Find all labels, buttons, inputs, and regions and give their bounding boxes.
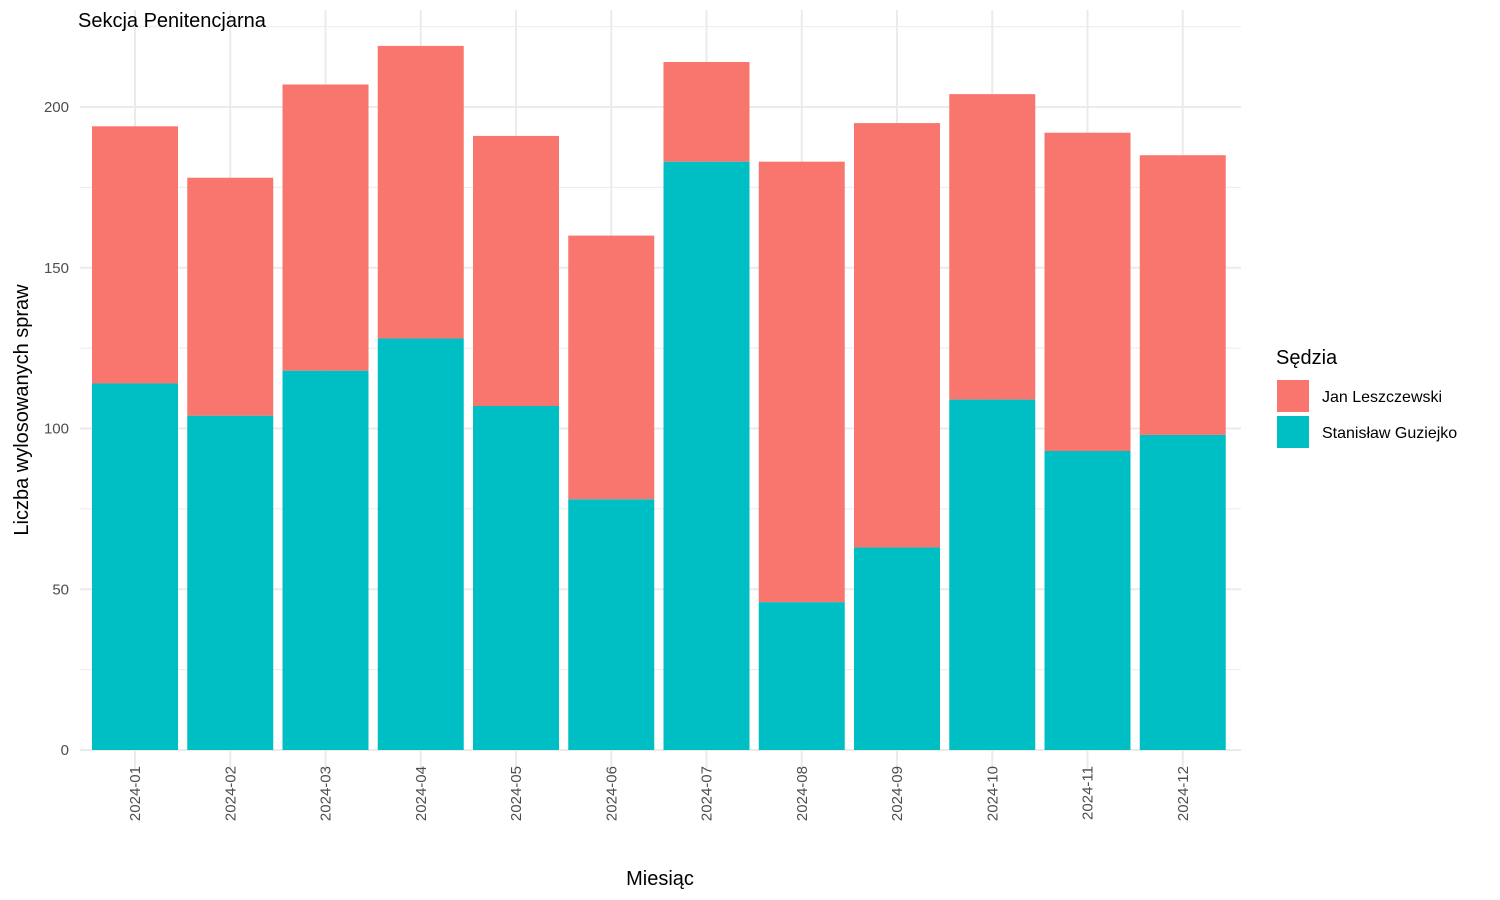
bar-segment <box>377 45 464 339</box>
bar-segment <box>92 126 178 384</box>
x-tick-label: 2024-05 <box>508 766 525 821</box>
bar-segment <box>949 399 1036 750</box>
y-axis-title: Liczba wylosowanych spraw <box>11 284 33 536</box>
x-tick-label: 2024-07 <box>699 766 716 821</box>
bar-segment <box>187 177 274 416</box>
bar-segment <box>282 84 369 371</box>
bar-segment <box>568 235 655 500</box>
bar-segment <box>854 123 940 548</box>
bar-segment <box>1139 155 1226 435</box>
y-tick-label: 0 <box>61 742 69 759</box>
y-tick-label: 100 <box>44 421 69 438</box>
bar-segment <box>1044 132 1131 452</box>
y-tick-label: 200 <box>44 99 69 116</box>
bar-segment <box>663 161 750 750</box>
bars-layer <box>92 45 1226 750</box>
x-tick-label: 2024-11 <box>1080 766 1097 820</box>
bar-segment <box>568 499 655 750</box>
legend-title: Sędzia <box>1276 347 1338 369</box>
bar-segment <box>1139 434 1226 750</box>
x-axis-ticks: 2024-01 2024-02 2024-03 2024-04 2024-05 2024-… <box>127 766 1192 821</box>
bar-segment <box>473 405 559 750</box>
x-axis-title: Miesiąc <box>626 868 694 890</box>
bar-segment <box>663 61 750 162</box>
y-tick-label: 150 <box>44 260 69 277</box>
x-tick-label: 2024-03 <box>318 766 335 821</box>
bar-segment <box>282 370 369 750</box>
legend-swatch <box>1277 416 1309 448</box>
y-axis-ticks: 0 50 100 150 200 <box>44 99 69 759</box>
bar-segment <box>949 94 1036 400</box>
bar-segment <box>854 547 940 750</box>
legend-swatch <box>1277 380 1309 412</box>
legend-items: Jan Leszczewski Stanisław Guziejko <box>1277 380 1457 448</box>
x-tick-label: 2024-12 <box>1175 766 1192 821</box>
bar-segment <box>473 135 559 406</box>
y-tick-label: 50 <box>52 581 69 598</box>
x-tick-label: 2024-10 <box>984 766 1001 821</box>
x-tick-label: 2024-06 <box>603 766 620 821</box>
legend-label: Jan Leszczewski <box>1322 389 1442 406</box>
legend-label: Stanisław Guziejko <box>1322 425 1457 442</box>
x-tick-label: 2024-08 <box>794 766 811 821</box>
bar-segment <box>1044 451 1131 750</box>
x-tick-label: 2024-09 <box>889 766 906 821</box>
chart-title: Sekcja Penitencjarna <box>78 10 267 32</box>
bar-segment <box>187 415 274 750</box>
bar-segment <box>92 383 178 750</box>
bar-segment <box>377 338 464 750</box>
bar-segment <box>758 161 845 603</box>
bar-segment <box>758 602 845 750</box>
x-tick-label: 2024-02 <box>222 766 239 821</box>
x-tick-label: 2024-04 <box>413 766 430 821</box>
legend: Sędzia Jan Leszczewski Stanisław Guziejko <box>1276 347 1457 448</box>
x-tick-label: 2024-01 <box>127 766 144 821</box>
